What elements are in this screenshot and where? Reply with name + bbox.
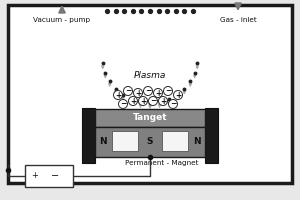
- Text: +: +: [130, 97, 136, 106]
- Text: +: +: [115, 90, 121, 99]
- Text: N: N: [99, 136, 107, 146]
- Text: Vacuum - pump: Vacuum - pump: [33, 17, 91, 23]
- Circle shape: [154, 88, 163, 98]
- Circle shape: [134, 88, 142, 98]
- Circle shape: [128, 97, 137, 106]
- Text: N: N: [193, 136, 201, 146]
- Circle shape: [173, 90, 182, 99]
- Text: −: −: [170, 99, 176, 108]
- Circle shape: [164, 86, 172, 96]
- Bar: [112, 131, 138, 151]
- Text: −: −: [120, 99, 126, 108]
- Text: −: −: [125, 86, 131, 96]
- Bar: [95, 109, 205, 127]
- Text: +: +: [32, 171, 38, 180]
- Bar: [25, 165, 73, 187]
- Text: Plasma: Plasma: [134, 71, 166, 80]
- Circle shape: [158, 97, 167, 106]
- Circle shape: [148, 97, 158, 106]
- Text: +: +: [175, 90, 181, 99]
- Text: +: +: [155, 88, 161, 98]
- Text: −: −: [165, 86, 171, 96]
- Text: Tanget: Tanget: [133, 114, 167, 122]
- Text: Gas - inlet: Gas - inlet: [220, 17, 256, 23]
- Circle shape: [113, 90, 122, 99]
- Bar: [82, 108, 95, 163]
- Text: +: +: [135, 88, 141, 98]
- Bar: [205, 108, 218, 163]
- Circle shape: [139, 97, 148, 106]
- Text: Permanent - Magnet: Permanent - Magnet: [125, 160, 199, 166]
- Text: +: +: [160, 97, 166, 106]
- Bar: [8, 5, 292, 183]
- Circle shape: [143, 86, 152, 96]
- Circle shape: [169, 99, 178, 108]
- Text: S: S: [147, 136, 153, 146]
- Bar: [162, 131, 188, 151]
- Text: −: −: [145, 86, 151, 96]
- Text: +: +: [140, 97, 146, 106]
- Circle shape: [124, 86, 133, 96]
- Text: −: −: [150, 97, 156, 106]
- Circle shape: [118, 99, 127, 108]
- Text: −: −: [51, 171, 59, 181]
- Bar: [95, 127, 205, 157]
